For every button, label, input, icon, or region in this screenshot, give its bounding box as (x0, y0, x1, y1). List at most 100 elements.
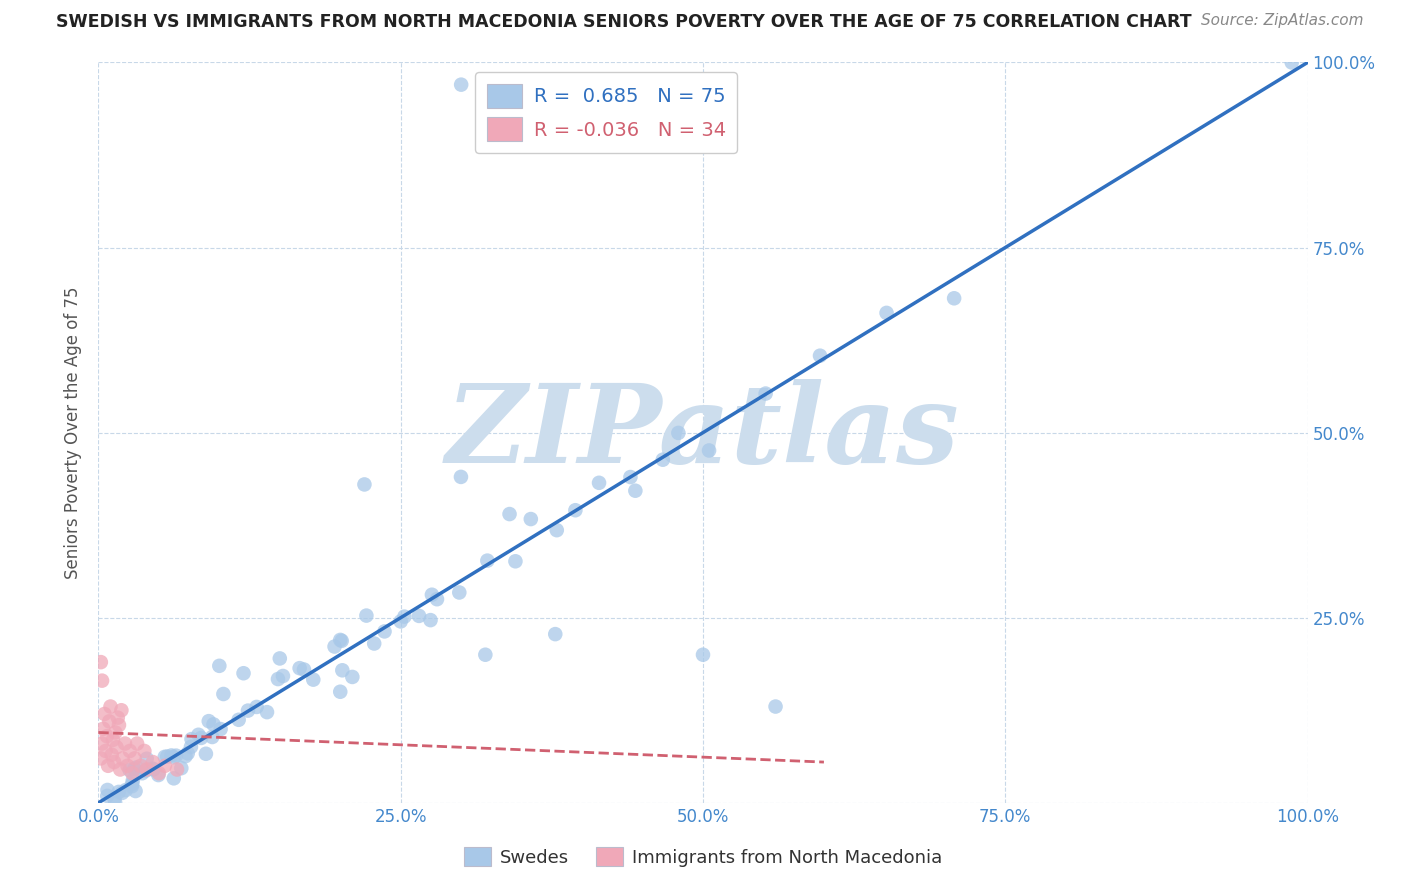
Point (114, 783, 136, 797)
Point (408, 608, 430, 623)
Point (765, 699, 787, 714)
Point (450, 470, 472, 484)
Point (170, 761, 193, 775)
Point (180, 739, 202, 754)
Point (755, 386, 778, 401)
Point (692, 648, 714, 662)
Point (329, 685, 352, 699)
Point (228, 713, 250, 727)
Point (104, 725, 127, 739)
Point (197, 714, 219, 728)
Point (498, 507, 520, 521)
Point (474, 648, 496, 662)
Point (329, 632, 352, 647)
Point (108, 763, 131, 777)
Text: Source: ZipAtlas.com: Source: ZipAtlas.com (1201, 13, 1364, 29)
Point (342, 670, 364, 684)
Point (323, 640, 346, 654)
Point (394, 609, 416, 624)
Point (129, 758, 152, 772)
Point (107, 711, 129, 725)
Point (624, 483, 647, 498)
Point (118, 763, 141, 777)
Point (619, 470, 641, 484)
Point (544, 627, 567, 641)
Point (96, 783, 118, 797)
Point (190, 731, 212, 745)
Point (97, 758, 120, 772)
Point (108, 718, 131, 732)
Point (103, 791, 125, 805)
Point (269, 651, 291, 665)
Point (271, 669, 294, 683)
Point (160, 748, 183, 763)
Point (94, 744, 117, 758)
Point (101, 732, 124, 747)
Point (153, 758, 176, 772)
Point (153, 749, 176, 764)
Point (135, 764, 157, 778)
Point (330, 633, 353, 648)
Point (163, 772, 186, 786)
Point (449, 585, 471, 599)
Point (131, 766, 153, 780)
Point (450, 78, 472, 92)
Point (118, 744, 141, 758)
Point (107, 785, 129, 799)
Point (135, 752, 157, 766)
Point (142, 762, 165, 776)
Point (246, 700, 269, 714)
Point (156, 749, 179, 764)
Point (163, 750, 186, 764)
Point (256, 705, 278, 719)
Point (100, 699, 122, 714)
Point (209, 722, 232, 736)
Point (91, 722, 114, 736)
Point (114, 737, 136, 751)
Point (202, 717, 225, 731)
Point (91, 673, 114, 688)
Point (165, 748, 187, 763)
Point (520, 512, 543, 526)
Point (564, 503, 586, 517)
Point (389, 615, 412, 629)
Text: SWEDISH VS IMMIGRANTS FROM NORTH MACEDONIA SENIORS POVERTY OVER THE AGE OF 75 CO: SWEDISH VS IMMIGRANTS FROM NORTH MACEDON… (56, 13, 1192, 31)
Point (180, 732, 202, 747)
Point (121, 766, 143, 780)
Point (127, 737, 149, 751)
Point (111, 751, 134, 765)
Point (166, 763, 188, 777)
Point (666, 425, 689, 440)
Point (292, 663, 315, 677)
Point (135, 763, 157, 777)
Point (1281, 55, 1303, 70)
Point (201, 730, 224, 744)
Point (267, 672, 290, 686)
Point (546, 523, 568, 537)
Legend: R =  0.685   N = 75, R = -0.036   N = 34: R = 0.685 N = 75, R = -0.036 N = 34 (475, 72, 737, 153)
Point (117, 758, 139, 772)
Point (142, 763, 165, 777)
Point (90, 751, 112, 765)
Point (98, 714, 121, 729)
Point (121, 773, 143, 788)
Point (477, 554, 499, 568)
Point (302, 673, 325, 687)
Point (194, 747, 217, 761)
Text: ZIPatlas: ZIPatlas (446, 379, 960, 486)
Point (142, 755, 165, 769)
Point (91, 737, 114, 751)
Point (232, 666, 254, 681)
Point (105, 740, 128, 755)
Point (125, 760, 148, 774)
Point (96, 789, 118, 803)
Point (876, 306, 898, 320)
Point (288, 661, 311, 675)
Point (110, 703, 132, 717)
Point (104, 796, 127, 810)
Point (96, 729, 118, 743)
Point (356, 608, 378, 623)
Point (148, 766, 170, 780)
Point (124, 751, 146, 765)
Point (124, 762, 146, 776)
